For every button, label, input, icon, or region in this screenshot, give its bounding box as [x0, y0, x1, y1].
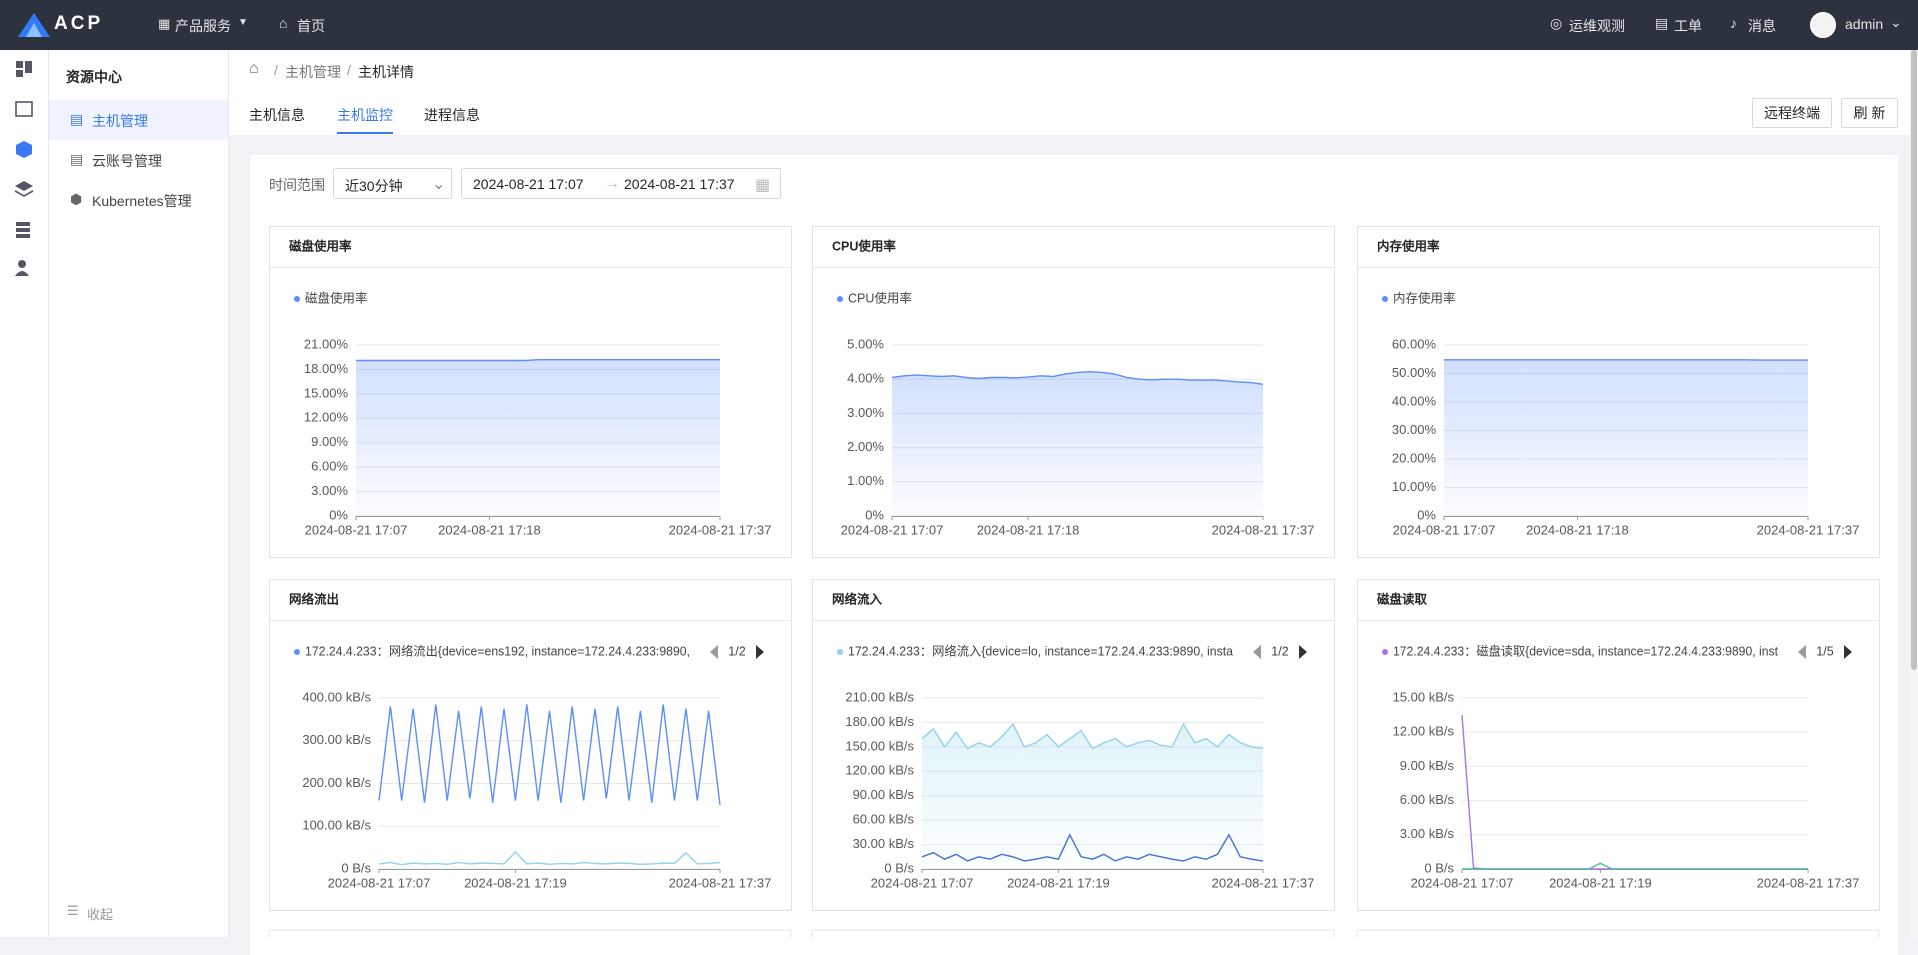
collapse[interactable]: 收起 [87, 904, 113, 923]
tab[interactable]: 主机信息 [249, 105, 305, 125]
date-start: 2024-08-21 17:07 [473, 176, 584, 192]
product-menu[interactable]: 产品服务 [175, 16, 231, 36]
home-icon: ⌂ [279, 15, 287, 31]
caret: ▼ [238, 17, 248, 28]
nav-link[interactable]: 运维观测 [1569, 16, 1625, 36]
tab-underline [337, 132, 393, 134]
scrollbar [1910, 50, 1918, 937]
icon: ♪ [1730, 15, 1737, 31]
home-icon[interactable]: ⌂ [249, 60, 259, 78]
range-value: 近30分钟 [345, 176, 403, 196]
icon: ▤ [1655, 15, 1668, 32]
content-panel: 时间范围 近30分钟 ⌄ 2024-08-21 17:07 → 2024-08-… [250, 155, 1898, 955]
button[interactable]: 刷 新 [1841, 98, 1898, 128]
icon: ◎ [1550, 15, 1562, 32]
nav-link[interactable]: 消息 [1748, 16, 1776, 36]
menu-item[interactable]: Kubernetes管理 [92, 191, 192, 211]
date-range[interactable]: 2024-08-21 17:07 → 2024-08-21 17:37 ▦ [461, 168, 781, 199]
caret: ⌄ [432, 174, 445, 194]
page-header: ⌂ / 主机管理 / 主机详情 主机信息 主机监控 进程信息 远程终端 刷 新 [229, 50, 1918, 135]
breadcrumb[interactable]: 主机管理 [285, 62, 341, 82]
date-end: 2024-08-21 17:37 [624, 176, 735, 192]
menu-icon: ⬢ [70, 191, 82, 208]
collapse-icon: ☰ [67, 903, 79, 919]
filter-label: 时间范围 [269, 175, 325, 195]
side-menu: 资源中心 ▤ 主机管理 ▤ 云账号管理 ⬢ Kubernetes管理 ☰ 收起 [49, 50, 229, 937]
menu-icon: ▤ [70, 111, 83, 128]
menu-title: 资源中心 [66, 67, 122, 87]
menu-icon: ▤ [70, 151, 83, 168]
top-bar: ACP ▦ 产品服务 ▼ ⌂ 首页 ◎ 运维观测 ▤ 工单 ♪ 消息 admin… [0, 0, 1918, 50]
tab-active[interactable]: 主机监控 [337, 105, 393, 125]
avatar[interactable] [1810, 12, 1836, 38]
tab[interactable]: 进程信息 [424, 105, 480, 125]
calendar-icon: ▦ [755, 175, 770, 195]
menu-item[interactable]: 云账号管理 [92, 151, 162, 171]
logo-icon [18, 13, 50, 37]
logo-text: ACP [54, 13, 103, 35]
rail-icons [0, 50, 49, 310]
user-name[interactable]: admin [1845, 16, 1883, 32]
breadcrumb: 主机详情 [358, 62, 414, 82]
scroll-thumb[interactable] [1911, 50, 1917, 670]
nav-link[interactable]: 工单 [1674, 16, 1702, 36]
menu-item[interactable]: 主机管理 [92, 111, 148, 131]
arrow: → [604, 175, 620, 193]
home-link[interactable]: 首页 [297, 16, 325, 36]
icon-rail [0, 50, 49, 937]
separator: / [347, 62, 351, 78]
grid-icon: ▦ [158, 16, 170, 32]
separator: / [274, 62, 278, 78]
caret: ⌄ [1890, 14, 1902, 31]
range-select[interactable]: 近30分钟 ⌄ [333, 168, 452, 199]
button[interactable]: 远程终端 [1752, 98, 1832, 128]
